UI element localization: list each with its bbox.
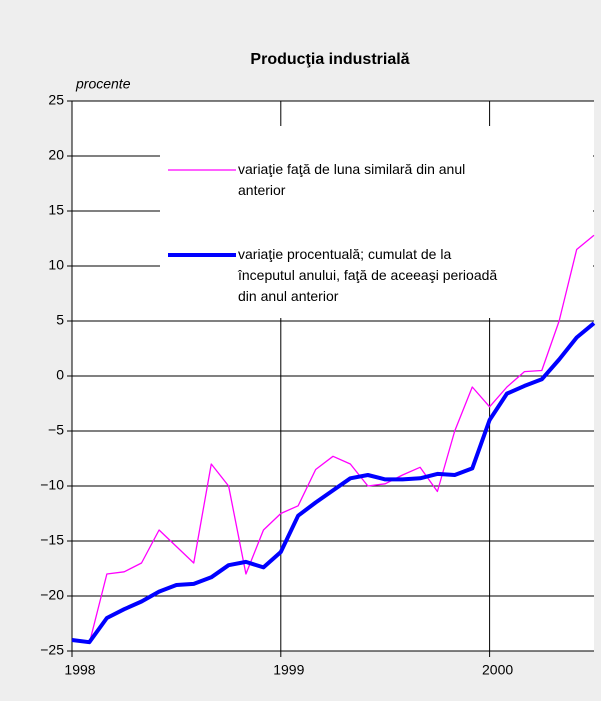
y-tick-label: 20 bbox=[48, 147, 64, 163]
data-line bbox=[71, 321, 596, 645]
y-tick-label: −5 bbox=[48, 422, 64, 438]
chart-title: Producţia industrială bbox=[250, 51, 409, 68]
x-tick-label: 1999 bbox=[273, 662, 304, 678]
x-tick-label: 1998 bbox=[64, 662, 95, 678]
y-tick-label: 5 bbox=[56, 312, 64, 328]
y-tick-label: −20 bbox=[40, 587, 64, 603]
data-line bbox=[71, 234, 595, 644]
x-tick-label: 2000 bbox=[482, 662, 513, 678]
y-tick-label: −10 bbox=[40, 477, 64, 493]
y-tick-label: −15 bbox=[40, 532, 64, 548]
y-axis-label: procente bbox=[75, 76, 131, 92]
legend-background bbox=[160, 126, 593, 318]
legend-label: variaţie faţă de luna similară din anul … bbox=[238, 161, 466, 198]
y-tick-label: −25 bbox=[40, 642, 64, 658]
y-tick-label: 25 bbox=[48, 92, 64, 108]
legend-label: variaţie procentuală; cumulat de la înce… bbox=[238, 246, 498, 304]
y-tick-label: 10 bbox=[48, 257, 64, 273]
y-tick-label: 15 bbox=[48, 202, 64, 218]
y-tick-label: 0 bbox=[56, 367, 64, 383]
